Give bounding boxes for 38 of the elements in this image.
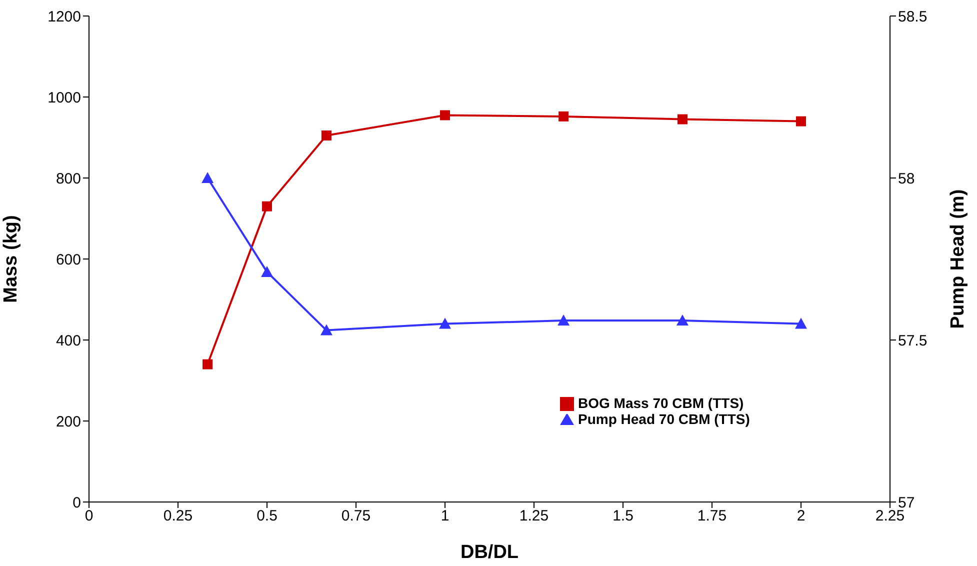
x-tick-label: 0 — [84, 508, 94, 525]
x-tick-label: 2 — [796, 508, 806, 525]
y2-tick-label: 58 — [898, 170, 915, 188]
x-tick-label: 1.25 — [519, 508, 549, 525]
y2-tick-label: 58.5 — [898, 8, 928, 26]
y-tick-label: 800 — [56, 170, 81, 188]
x-tick-label: 0.5 — [256, 508, 278, 525]
point — [558, 314, 570, 326]
point — [262, 201, 272, 212]
point — [677, 114, 688, 124]
point — [439, 318, 451, 329]
y2-axis-title: Pump Head (m) — [948, 189, 969, 329]
y-tick-label: 1000 — [48, 89, 81, 106]
point — [320, 324, 332, 336]
point — [321, 130, 332, 140]
legend-label: Pump Head 70 CBM (TTS) — [578, 411, 750, 428]
x-axis-title: DB/DL — [460, 542, 519, 563]
point — [261, 266, 273, 277]
y-tick-label: 600 — [56, 251, 81, 268]
point — [676, 314, 688, 326]
x-tick-label: 0.75 — [341, 508, 371, 525]
y-tick-label: 0 — [72, 494, 81, 512]
point — [202, 359, 213, 370]
y-axis-title: Mass (kg) — [0, 215, 22, 303]
legend-label: BOG Mass 70 CBM (TTS) — [578, 395, 744, 411]
x-tick-label: 1 — [440, 508, 450, 525]
y-tick-label: 400 — [56, 332, 81, 350]
point — [796, 116, 806, 126]
x-tick-label: 0.25 — [163, 508, 193, 525]
point — [440, 110, 450, 120]
x-tick-label: 1.75 — [697, 508, 727, 525]
point — [795, 318, 807, 329]
x-tick-label: 1.5 — [612, 508, 634, 525]
y-tick-label: 1200 — [48, 8, 81, 26]
point — [202, 172, 214, 183]
y-tick-label: 200 — [56, 413, 81, 430]
y2-tick-label: 57.5 — [898, 332, 928, 350]
point — [558, 111, 569, 122]
